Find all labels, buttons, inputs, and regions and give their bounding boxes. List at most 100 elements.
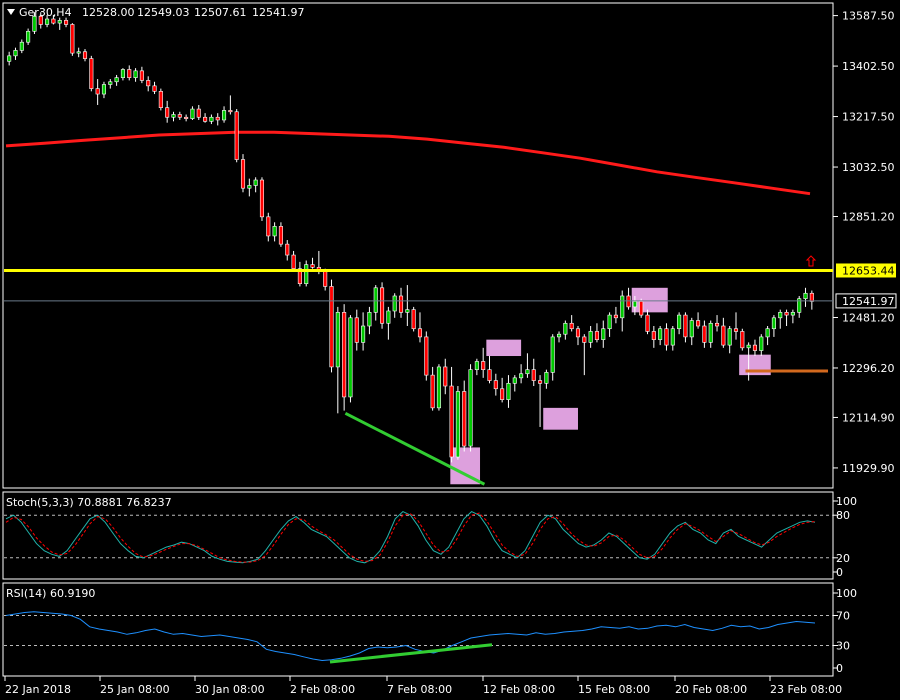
bear-candle bbox=[51, 18, 56, 24]
collapse-triangle-icon[interactable] bbox=[7, 9, 15, 15]
stoch-title: Stoch(5,3,3) 70.8881 76.8237 bbox=[6, 496, 172, 509]
bear-candle bbox=[196, 108, 201, 118]
stoch-main-line bbox=[5, 511, 816, 564]
rsi-tick-label: 70 bbox=[836, 610, 850, 623]
time-tick-label: 30 Jan 08:00 bbox=[195, 683, 265, 696]
bull-candle bbox=[797, 298, 802, 313]
stoch-tick-label: 100 bbox=[836, 495, 857, 508]
bull-candle bbox=[114, 77, 119, 83]
bull-candle bbox=[632, 301, 637, 308]
bear-candle bbox=[297, 268, 302, 285]
bear-candle bbox=[240, 159, 246, 189]
bull-candle bbox=[778, 312, 783, 319]
bear-candle bbox=[664, 328, 669, 346]
bull-candle bbox=[120, 69, 125, 78]
bear-candle bbox=[651, 331, 656, 340]
bull-candle bbox=[13, 50, 18, 57]
bull-candle bbox=[544, 372, 549, 384]
bear-candle bbox=[82, 51, 88, 59]
bull-candle bbox=[133, 70, 138, 78]
bull-candle bbox=[512, 377, 517, 384]
bull-candle bbox=[373, 287, 378, 313]
bear-candle bbox=[594, 331, 599, 340]
price-tag-box bbox=[836, 263, 896, 278]
rsi-title: RSI(14) 60.9190 bbox=[6, 587, 95, 600]
bull-candle bbox=[101, 84, 107, 95]
bull-candle bbox=[727, 328, 732, 346]
stoch-tick-label: 80 bbox=[836, 509, 850, 522]
moving-average bbox=[5, 130, 811, 196]
bear-candle bbox=[430, 374, 435, 409]
bear-candle bbox=[582, 336, 587, 343]
bull-candle bbox=[19, 41, 24, 51]
bull-candle bbox=[677, 314, 682, 330]
time-tick-label: 15 Feb 08:00 bbox=[578, 683, 650, 696]
highlight-zone-box bbox=[543, 407, 578, 430]
price-axis: 13587.50 13402.50 13217.50 13032.50 12851.20… bbox=[833, 10, 897, 475]
ma-200-line bbox=[5, 130, 811, 196]
bull-candle bbox=[247, 185, 252, 189]
bear-candle bbox=[531, 369, 536, 381]
bear-candle bbox=[683, 314, 688, 338]
bull-candle bbox=[771, 317, 776, 330]
bear-candle bbox=[95, 88, 100, 95]
bull-candle bbox=[335, 312, 340, 368]
price-tick-label: 11929.90 bbox=[842, 462, 895, 475]
highlight-zone-box bbox=[631, 287, 668, 313]
price-tag-label: 12541.97 bbox=[842, 295, 895, 308]
bear-candle bbox=[380, 287, 385, 324]
bull-candle bbox=[209, 116, 214, 122]
time-tick-label: 7 Feb 08:00 bbox=[387, 683, 452, 696]
bear-candle bbox=[234, 111, 239, 160]
bull-candle bbox=[670, 328, 675, 346]
bear-candle bbox=[177, 114, 182, 118]
bull-candle bbox=[556, 333, 562, 338]
time-tick-label: 2 Feb 08:00 bbox=[290, 683, 355, 696]
bear-candle bbox=[146, 80, 151, 87]
stoch-tick-label: 20 bbox=[836, 552, 850, 565]
bull-candle bbox=[45, 18, 50, 25]
bear-candle bbox=[354, 317, 359, 343]
bear-candle bbox=[139, 70, 144, 81]
bear-candle bbox=[38, 15, 43, 25]
bear-candle bbox=[487, 369, 492, 381]
price-tick-label: 12481.20 bbox=[842, 311, 895, 324]
bull-candle bbox=[506, 383, 511, 400]
price-tag-box bbox=[835, 293, 897, 309]
bear-candle bbox=[740, 331, 745, 349]
bull-candle bbox=[171, 114, 176, 118]
bear-candle bbox=[417, 328, 423, 338]
bear-candle bbox=[228, 110, 233, 113]
rsi-panel-frame bbox=[2, 582, 834, 677]
bear-candle bbox=[449, 385, 454, 458]
bull-candle bbox=[803, 292, 808, 300]
bull-candle bbox=[367, 312, 372, 327]
bear-candle bbox=[569, 322, 574, 330]
price-divergence-line bbox=[344, 411, 486, 486]
bull-candle bbox=[405, 309, 410, 313]
bear-candle bbox=[285, 243, 290, 256]
price-tick-label: 12296.20 bbox=[842, 362, 895, 375]
bear-candle bbox=[184, 116, 189, 119]
bear-candle bbox=[165, 107, 170, 118]
time-tick-label: 12 Feb 08:00 bbox=[483, 683, 555, 696]
bull-candle bbox=[607, 314, 612, 330]
bull-candle bbox=[563, 322, 568, 335]
bear-candle bbox=[645, 314, 650, 332]
bear-candle bbox=[639, 301, 644, 316]
bull-candle bbox=[588, 331, 593, 343]
ohlc-close: 12541.97 bbox=[252, 6, 305, 19]
ohlc-high: 12549.03 bbox=[137, 6, 190, 19]
candlesticks bbox=[7, 12, 814, 463]
bear-candle bbox=[481, 361, 486, 370]
alert-arrow-icon[interactable] bbox=[805, 255, 817, 267]
bear-candle bbox=[462, 391, 467, 447]
bull-candle bbox=[436, 366, 441, 409]
bear-candle bbox=[752, 344, 757, 351]
bear-candle bbox=[89, 58, 94, 89]
bull-candle bbox=[468, 369, 473, 447]
bull-candle bbox=[689, 320, 694, 338]
bull-candle bbox=[32, 15, 37, 32]
bear-candle bbox=[266, 216, 271, 237]
